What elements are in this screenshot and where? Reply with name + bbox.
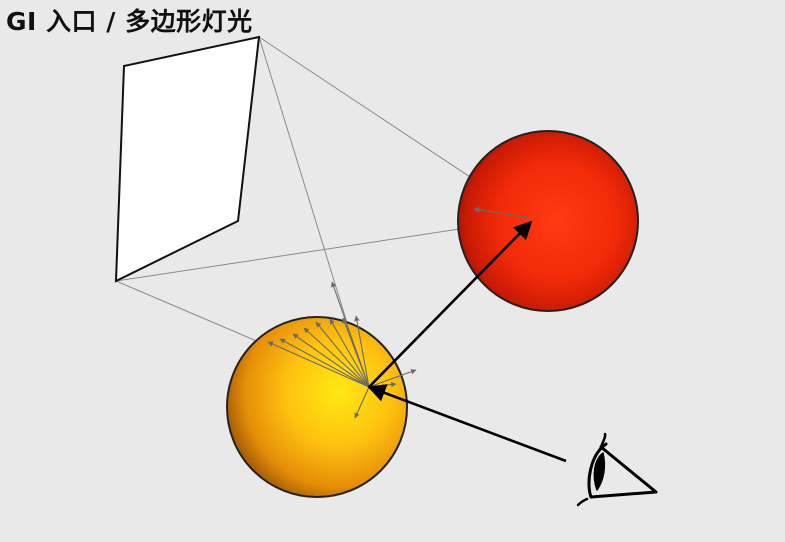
page-title: GI 入口 / 多边形灯光 <box>6 7 253 36</box>
hemisphere-sample-rays <box>267 281 417 419</box>
red-sphere <box>457 130 639 312</box>
camera-ray <box>367 384 567 463</box>
eye-icon <box>576 432 658 507</box>
red-sphere-sample-ray <box>473 206 533 219</box>
bounce-ray <box>368 220 533 388</box>
yellow-sphere <box>226 316 408 498</box>
main-rays <box>367 220 567 463</box>
polygon-light-panel <box>114 35 261 283</box>
